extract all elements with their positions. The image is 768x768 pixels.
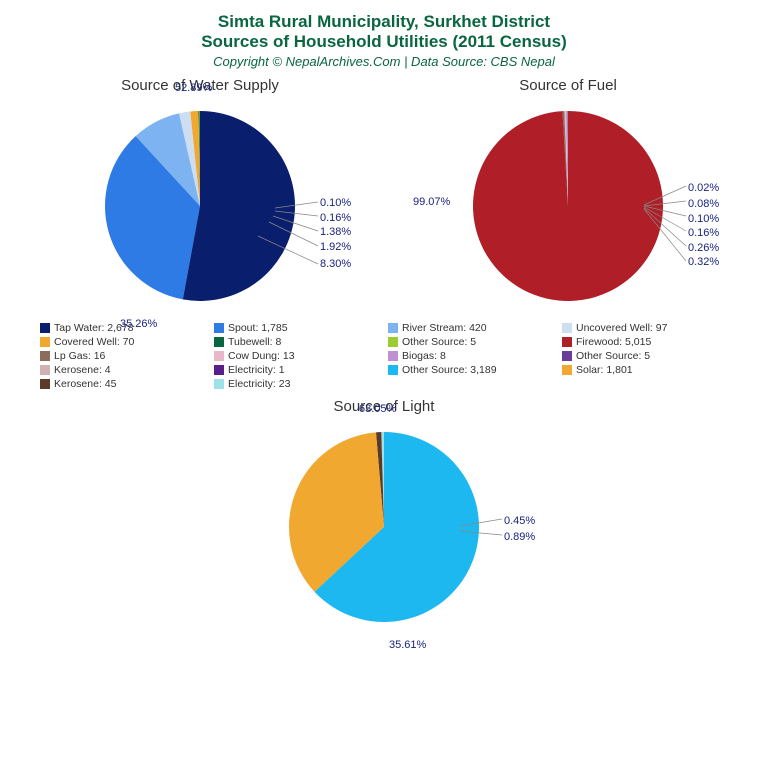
water-pct-2: 8.30% (320, 258, 351, 270)
legend-swatch (40, 323, 50, 333)
chart-water-pie: 52.89% 35.26% 8.30% 1.92% 1.38% 0.16% 0.… (90, 96, 310, 316)
legend-item: Kerosene: 45 (40, 378, 206, 390)
fuel-pct-1: 0.32% (688, 256, 719, 268)
chart-light-pie: 63.05% 35.61% 0.89% 0.45% (274, 417, 494, 637)
legend-label: Electricity: 23 (228, 378, 290, 390)
fuel-pct-5: 0.08% (688, 198, 719, 210)
fuel-pct-4: 0.10% (688, 213, 719, 225)
legend-item: Electricity: 23 (214, 378, 380, 390)
water-pct-4: 1.38% (320, 226, 351, 238)
legend-swatch (562, 351, 572, 361)
fuel-pct-2: 0.26% (688, 242, 719, 254)
chart-fuel: Source of Fuel 99.07% 0.32% 0.26% 0.16% … (398, 77, 738, 316)
water-pct-1: 35.26% (120, 318, 157, 330)
legend-swatch (40, 365, 50, 375)
legend-item: Cow Dung: 13 (214, 350, 380, 362)
legend-swatch (388, 365, 398, 375)
legend-swatch (40, 337, 50, 347)
water-pct-3: 1.92% (320, 241, 351, 253)
light-pct-3: 0.45% (504, 515, 535, 527)
legend-swatch (40, 379, 50, 389)
water-pct-5: 0.16% (320, 212, 351, 224)
water-pct-6: 0.10% (320, 197, 351, 209)
legend-label: Solar: 1,801 (576, 364, 633, 376)
chart-light: Source of Light 63.05% 35.61% 0.89% 0.45… (254, 398, 514, 637)
legend-item: Biogas: 8 (388, 350, 554, 362)
charts-top-row: Source of Water Supply 52.89% 35.26% 8.3… (0, 69, 768, 316)
legend-item: Electricity: 1 (214, 364, 380, 376)
legend-label: Kerosene: 45 (54, 378, 116, 390)
title-block: Simta Rural Municipality, Surkhet Distri… (0, 0, 768, 69)
legend-item: Other Source: 5 (562, 350, 728, 362)
legend-label: Cow Dung: 13 (228, 350, 295, 362)
legend-swatch (388, 351, 398, 361)
legend-label: Other Source: 5 (576, 350, 650, 362)
legend-label: Kerosene: 4 (54, 364, 111, 376)
legend-swatch (40, 351, 50, 361)
legend-item: Other Source: 3,189 (388, 364, 554, 376)
fuel-pct-6: 0.02% (688, 182, 719, 194)
legend-label: Lp Gas: 16 (54, 350, 105, 362)
subtitle: Copyright © NepalArchives.Com | Data Sou… (0, 54, 768, 69)
light-pct-1: 35.61% (389, 639, 426, 651)
title-line1: Simta Rural Municipality, Surkhet Distri… (0, 12, 768, 32)
legend-label: Other Source: 3,189 (402, 364, 497, 376)
legend-item: Kerosene: 4 (40, 364, 206, 376)
legend-swatch (562, 365, 572, 375)
legend-item: Lp Gas: 16 (40, 350, 206, 362)
legend-label: Biogas: 8 (402, 350, 446, 362)
legend-swatch (214, 365, 224, 375)
legend-swatch (214, 351, 224, 361)
water-pct-0: 52.89% (175, 82, 212, 94)
legend-swatch (214, 379, 224, 389)
chart-fuel-pie: 99.07% 0.32% 0.26% 0.16% 0.10% 0.08% 0.0… (458, 96, 678, 316)
fuel-pct-0: 99.07% (413, 196, 450, 208)
legend-item: Solar: 1,801 (562, 364, 728, 376)
chart-water: Source of Water Supply 52.89% 35.26% 8.3… (30, 77, 370, 316)
legend-label: Electricity: 1 (228, 364, 285, 376)
light-pct-2: 0.89% (504, 531, 535, 543)
light-pct-0: 63.05% (359, 403, 396, 415)
title-line2: Sources of Household Utilities (2011 Cen… (0, 32, 768, 52)
fuel-pct-3: 0.16% (688, 227, 719, 239)
